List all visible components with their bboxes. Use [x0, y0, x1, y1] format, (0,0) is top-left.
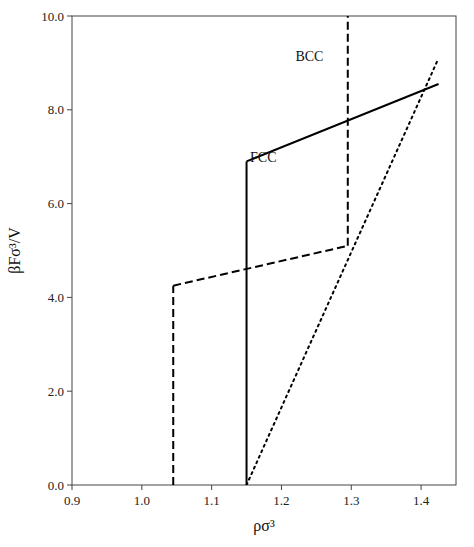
- x-tick: [421, 485, 422, 490]
- plot-area: [173, 16, 438, 485]
- x-tick-label: 0.9: [64, 493, 80, 508]
- annotation: FCC: [250, 150, 276, 165]
- x-tick: [351, 485, 352, 490]
- phase-line: [172, 286, 174, 485]
- y-tick-label: 10.0: [41, 9, 64, 24]
- y-tick: [67, 297, 72, 298]
- y-tick: [67, 203, 72, 204]
- phase-line: [247, 58, 439, 485]
- y-axis-label: βFσ³/V: [6, 227, 24, 274]
- y-tick-label: 0.0: [48, 478, 64, 493]
- phase-line: [173, 246, 348, 286]
- annotation: BCC: [295, 49, 323, 64]
- y-tick-label: 8.0: [48, 102, 64, 117]
- y-tick-label: 2.0: [48, 384, 64, 399]
- x-tick: [281, 485, 282, 490]
- background: [0, 0, 474, 547]
- chart: 0.9 1.0 1.1 1.2 1.3 1.4 0.0 2.0 4.0 6.0 8.0 10.0 ρσ³…: [0, 0, 474, 547]
- x-tick: [211, 485, 212, 490]
- y-tick-label: 6.0: [48, 196, 64, 211]
- x-tick-label: 1.1: [204, 493, 220, 508]
- x-tick-label: 1.0: [134, 493, 150, 508]
- x-tick: [72, 485, 73, 490]
- y-tick: [67, 16, 72, 17]
- x-tick-label: 1.3: [343, 493, 359, 508]
- plot-frame: [72, 16, 456, 485]
- x-tick: [141, 485, 142, 490]
- x-axis-label: ρσ³: [253, 517, 275, 535]
- y-tick-label: 4.0: [48, 290, 64, 305]
- phase-line: [246, 161, 248, 485]
- y-tick: [67, 391, 72, 392]
- y-tick: [67, 109, 72, 110]
- phase-line: [347, 16, 349, 246]
- x-tick-label: 1.2: [273, 493, 289, 508]
- x-tick-label: 1.4: [413, 493, 430, 508]
- y-tick: [67, 485, 72, 486]
